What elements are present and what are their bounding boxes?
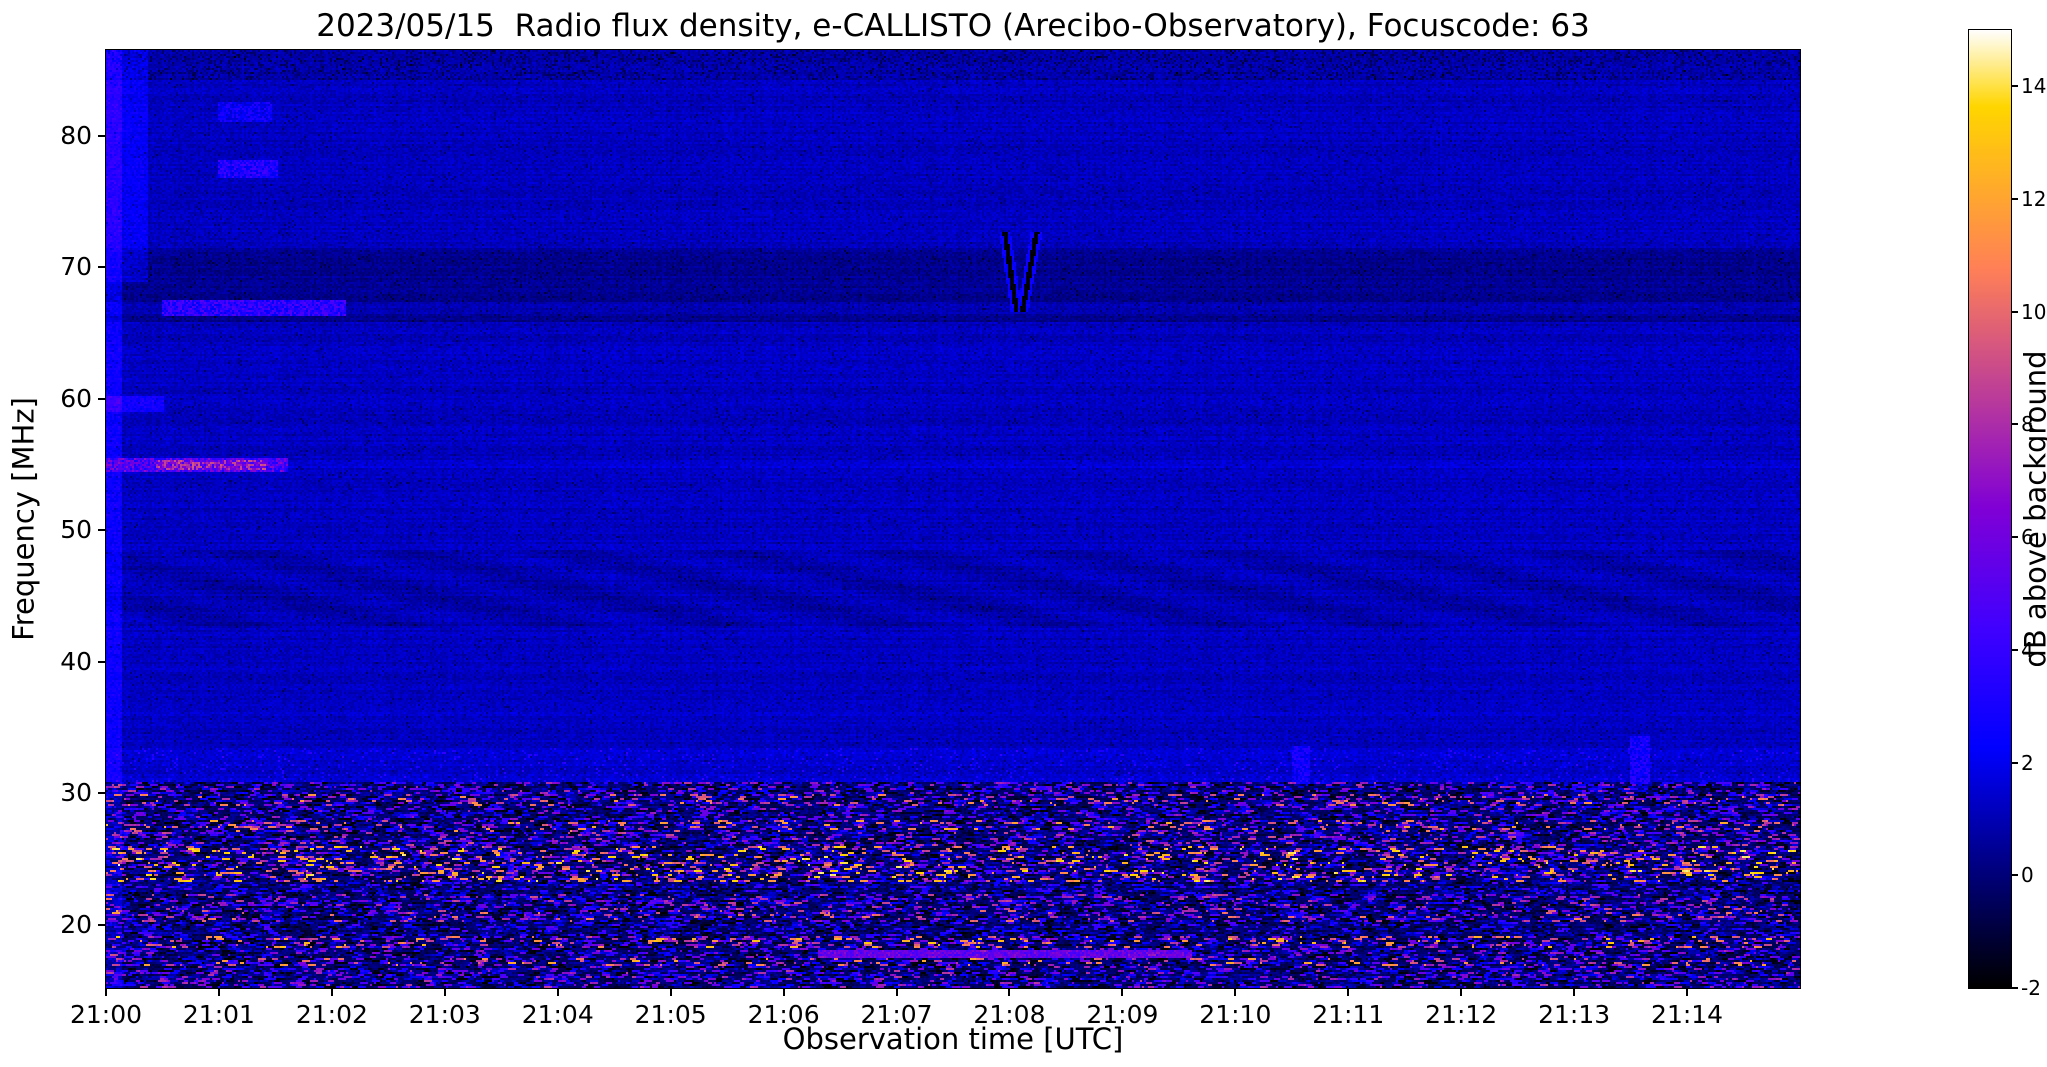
x-tick bbox=[1008, 989, 1011, 996]
colorbar-tick bbox=[2012, 987, 2018, 989]
colorbar-tick bbox=[2012, 648, 2018, 651]
x-tick bbox=[330, 989, 333, 996]
y-tick bbox=[98, 660, 105, 663]
colorbar-tick-label: 2 bbox=[2021, 750, 2034, 775]
x-tick bbox=[105, 989, 107, 996]
y-axis-label: Frequency [MHz] bbox=[6, 397, 41, 641]
x-tick bbox=[1121, 989, 1124, 996]
y-tick bbox=[98, 923, 105, 926]
colorbar-tick bbox=[2012, 198, 2018, 201]
figure-title: 2023/05/15 Radio flux density, e-CALLIST… bbox=[316, 8, 1590, 44]
colorbar-tick-label: 10 bbox=[2021, 299, 2047, 324]
colorbar-tick-label: 0 bbox=[2021, 863, 2034, 888]
x-tick bbox=[1347, 989, 1350, 996]
y-tick-label: 70 bbox=[60, 252, 92, 282]
colorbar-tick bbox=[2012, 761, 2018, 764]
x-tick bbox=[895, 989, 898, 996]
x-tick bbox=[556, 989, 559, 996]
x-tick bbox=[443, 989, 446, 996]
x-axis-label: Observation time [UTC] bbox=[782, 1022, 1124, 1056]
x-tick bbox=[1460, 989, 1463, 996]
x-tick bbox=[1686, 989, 1689, 996]
colorbar-tick bbox=[2012, 536, 2018, 539]
colorbar-tick bbox=[2012, 310, 2018, 313]
spectrogram-canvas bbox=[105, 49, 1801, 989]
y-tick bbox=[98, 529, 105, 532]
x-tick bbox=[217, 989, 220, 996]
y-tick bbox=[98, 134, 105, 137]
colorbar-label: dB above background bbox=[2018, 350, 2047, 668]
colorbar-tick-label: 14 bbox=[2021, 74, 2047, 99]
x-tick bbox=[782, 989, 785, 996]
colorbar-tick bbox=[2012, 85, 2018, 88]
colorbar-canvas bbox=[1968, 29, 2012, 989]
colorbar-tick bbox=[2012, 874, 2018, 877]
x-tick bbox=[1234, 989, 1237, 996]
colorbar-tick-label: 12 bbox=[2021, 187, 2047, 212]
y-tick-label: 20 bbox=[60, 909, 92, 939]
y-tick bbox=[98, 397, 105, 400]
x-tick bbox=[1573, 989, 1576, 996]
y-tick bbox=[98, 266, 105, 269]
y-tick-label: 80 bbox=[60, 120, 92, 150]
y-tick-label: 30 bbox=[60, 778, 92, 808]
y-tick bbox=[98, 792, 105, 795]
y-tick-label: 40 bbox=[60, 646, 92, 676]
colorbar-tick-label: -2 bbox=[2021, 976, 2041, 1000]
x-tick bbox=[669, 989, 672, 996]
colorbar-tick bbox=[2012, 423, 2018, 426]
